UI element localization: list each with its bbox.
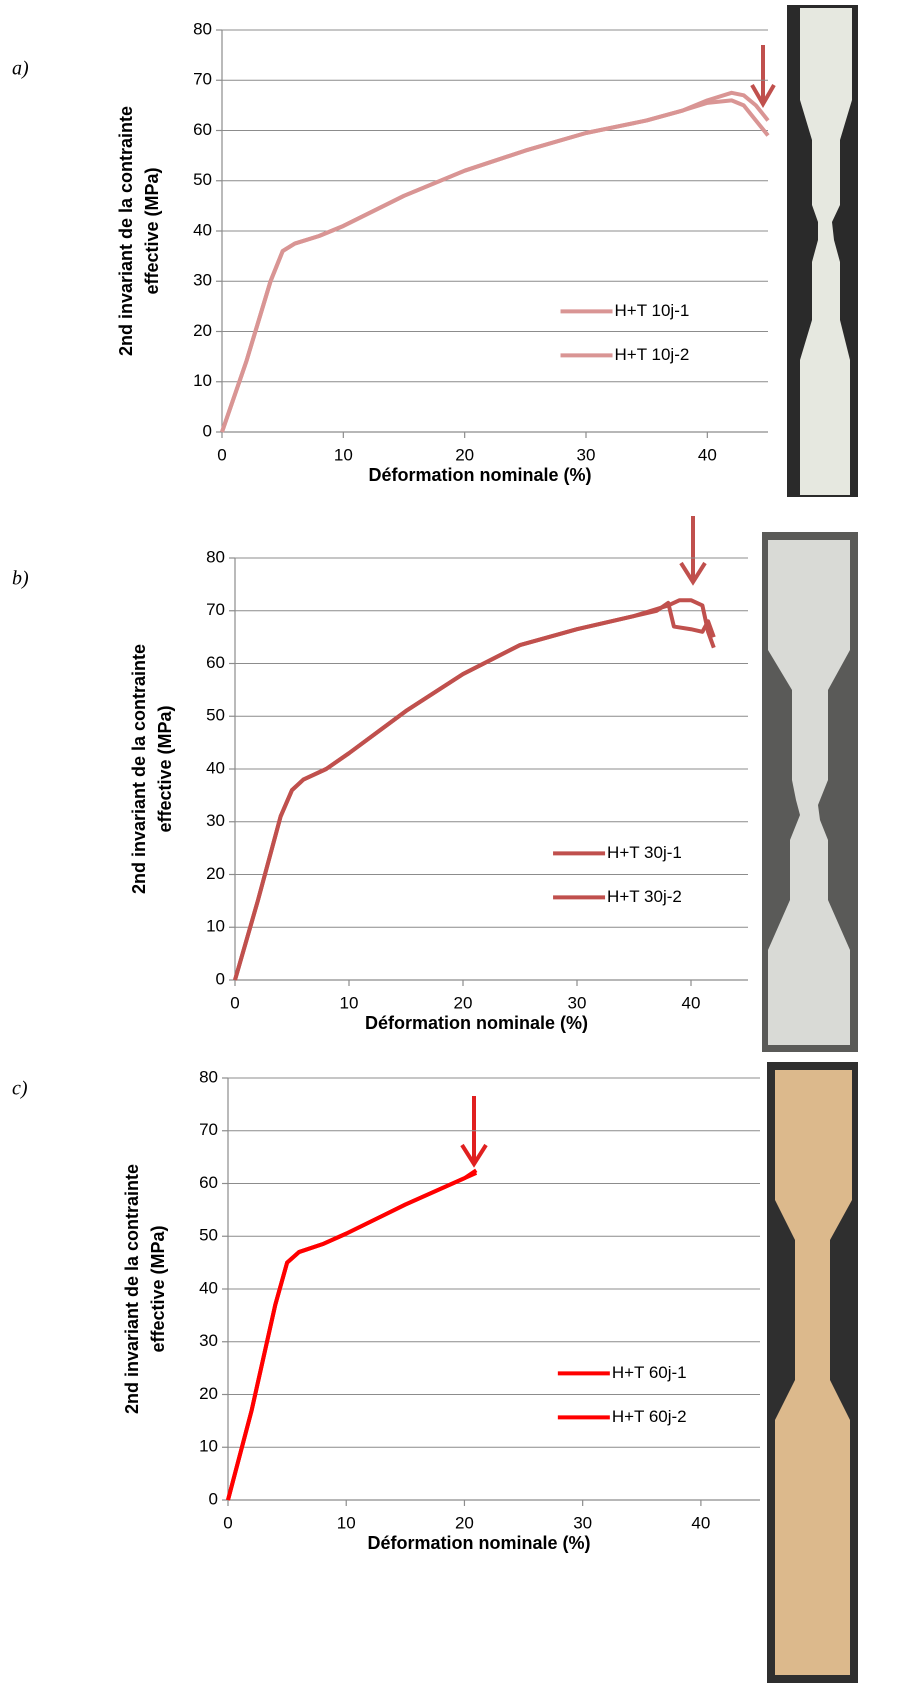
- y-tick-label: 50: [199, 1226, 218, 1245]
- x-tick-label: 30: [573, 1513, 592, 1532]
- legend-label: H+T 10j-2: [615, 345, 690, 364]
- y-tick-label: 0: [209, 1489, 218, 1508]
- legend-label: H+T 30j-2: [607, 887, 682, 906]
- y-tick-label: 80: [199, 1067, 218, 1086]
- photo-c: [767, 1062, 858, 1683]
- y-tick-label: 60: [193, 120, 212, 139]
- y-tick-label: 40: [199, 1278, 218, 1297]
- x-axis-title: Déformation nominale (%): [368, 465, 591, 485]
- legend-label: H+T 60j-1: [612, 1363, 687, 1382]
- x-axis-title: Déformation nominale (%): [367, 1533, 590, 1553]
- y-axis-title: 2nd invariant de la contrainte: [122, 1164, 142, 1414]
- y-tick-label: 20: [206, 864, 225, 883]
- x-tick-label: 0: [230, 993, 239, 1012]
- x-tick-label: 20: [455, 445, 474, 464]
- legend-label: H+T 30j-1: [607, 843, 682, 862]
- y-tick-label: 30: [199, 1331, 218, 1350]
- panel-label: c): [12, 1078, 28, 1100]
- y-tick-label: 10: [199, 1437, 218, 1456]
- series-line: [226, 1171, 478, 1501]
- y-tick-label: 50: [193, 170, 212, 189]
- series-line: [220, 90, 770, 433]
- y-tick-label: 0: [216, 969, 225, 988]
- series-line: [233, 600, 716, 981]
- x-tick-label: 0: [223, 1513, 232, 1532]
- x-tick-label: 40: [691, 1513, 710, 1532]
- x-tick-label: 30: [568, 993, 587, 1012]
- arrow: [460, 1096, 488, 1168]
- legend-label: H+T 10j-1: [615, 301, 690, 320]
- y-tick-label: 10: [206, 917, 225, 936]
- y-tick-label: 70: [193, 70, 212, 89]
- y-tick-label: 50: [206, 706, 225, 725]
- x-tick-label: 20: [455, 1513, 474, 1532]
- x-tick-label: 40: [682, 993, 701, 1012]
- series-line: [226, 1168, 478, 1501]
- x-tick-label: 10: [334, 445, 353, 464]
- series-line: [220, 98, 770, 433]
- arrow: [750, 45, 776, 108]
- x-tick-label: 10: [337, 1513, 356, 1532]
- arrow: [679, 516, 707, 586]
- panel-label: a): [12, 58, 29, 80]
- photo-a: [787, 5, 858, 497]
- y-axis-title: 2nd invariant de la contrainte: [129, 644, 149, 894]
- y-tick-label: 60: [206, 653, 225, 672]
- x-tick-label: 0: [217, 445, 226, 464]
- y-tick-label: 80: [206, 547, 225, 566]
- y-tick-label: 70: [199, 1120, 218, 1139]
- y-axis-title: effective (MPa): [148, 1225, 168, 1352]
- y-tick-label: 30: [206, 811, 225, 830]
- y-tick-label: 0: [203, 421, 212, 440]
- y-axis-title: 2nd invariant de la contrainte: [116, 106, 136, 356]
- y-axis-title: effective (MPa): [142, 167, 162, 294]
- y-tick-label: 20: [199, 1384, 218, 1403]
- y-tick-label: 60: [199, 1173, 218, 1192]
- x-axis-title: Déformation nominale (%): [365, 1013, 588, 1033]
- y-tick-label: 40: [193, 220, 212, 239]
- y-tick-label: 30: [193, 271, 212, 290]
- y-axis-title: effective (MPa): [155, 705, 175, 832]
- y-tick-label: 20: [193, 321, 212, 340]
- x-tick-label: 10: [340, 993, 359, 1012]
- y-tick-label: 40: [206, 758, 225, 777]
- y-tick-label: 70: [206, 600, 225, 619]
- x-tick-label: 40: [698, 445, 717, 464]
- y-tick-label: 10: [193, 371, 212, 390]
- x-tick-label: 30: [577, 445, 596, 464]
- panel-label: b): [12, 568, 29, 590]
- legend-label: H+T 60j-2: [612, 1407, 687, 1426]
- photo-b: [762, 532, 858, 1052]
- x-tick-label: 20: [454, 993, 473, 1012]
- series-line: [233, 598, 716, 981]
- y-tick-label: 80: [193, 19, 212, 38]
